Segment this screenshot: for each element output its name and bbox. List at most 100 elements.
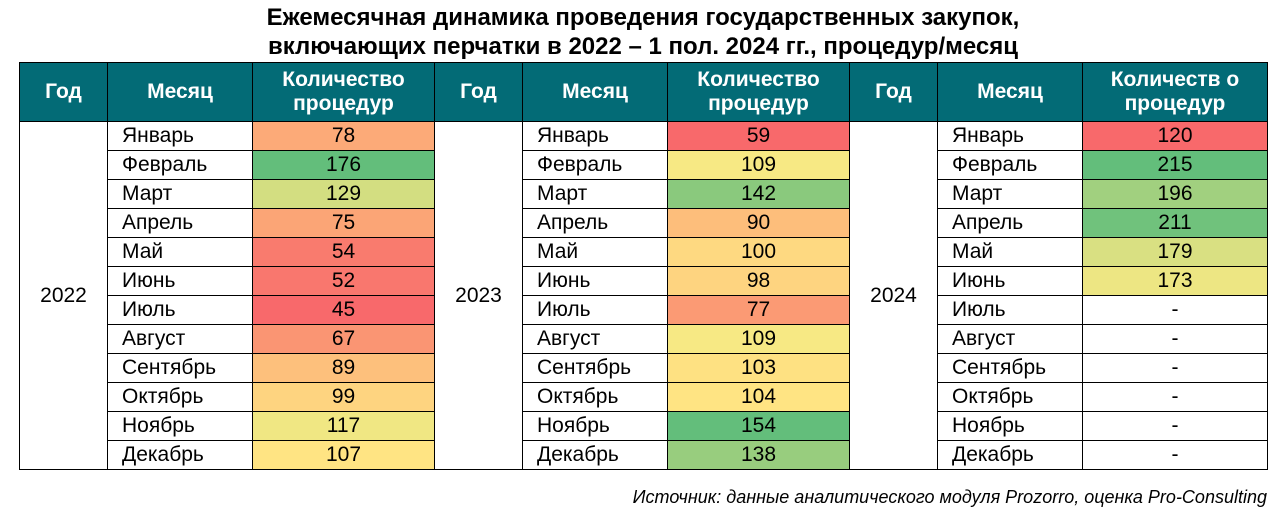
month-cell: Август <box>522 324 668 354</box>
value-cell-2023: 138 <box>667 440 850 470</box>
value-cell-2024: - <box>1082 411 1268 441</box>
value-cell-2022: 45 <box>252 295 435 325</box>
value-cell-2023: 90 <box>667 208 850 238</box>
value-cell-2022: 89 <box>252 353 435 383</box>
month-cell: Апрель <box>522 208 668 238</box>
year-cell-2022: 2022 <box>19 121 108 470</box>
value-cell-2022: 117 <box>252 411 435 441</box>
value-cell-2022: 54 <box>252 237 435 267</box>
month-cell: Январь <box>522 121 668 151</box>
value-cell-2023: 109 <box>667 150 850 180</box>
header-count-2024: Количеств о процедур <box>1082 62 1268 122</box>
table-row: Апрель 75 Апрель 90 Апрель 211 <box>20 208 1268 238</box>
value-cell-2023: 154 <box>667 411 850 441</box>
value-cell-2024: 120 <box>1082 121 1268 151</box>
value-cell-2022: 67 <box>252 324 435 354</box>
month-cell: Март <box>522 179 668 209</box>
month-cell: Июнь <box>107 266 253 296</box>
value-cell-2022: 78 <box>252 121 435 151</box>
header-month-2024: Месяц <box>937 62 1083 122</box>
header-row: Год Месяц Количество процедур Год Месяц … <box>19 62 1268 122</box>
table-row: Октябрь 99 Октябрь 104 Октябрь - <box>20 382 1268 412</box>
month-cell: Январь <box>107 121 253 151</box>
header-year-2024: Год <box>849 62 938 122</box>
value-cell-2024: 215 <box>1082 150 1268 180</box>
table-row: Июнь 52 Июнь 98 Июнь 173 <box>20 266 1268 296</box>
value-cell-2022: 107 <box>252 440 435 470</box>
month-cell: Февраль <box>937 150 1083 180</box>
table-row: Ноябрь 117 Ноябрь 154 Ноябрь - <box>20 411 1268 441</box>
month-cell: Декабрь <box>107 440 253 470</box>
table-row: Август 67 Август 109 Август - <box>20 324 1268 354</box>
value-cell-2022: 75 <box>252 208 435 238</box>
table-row: 2022 Январь 78 2023 Январь 59 2024 Январь 120 <box>19 121 1268 470</box>
value-cell-2023: 77 <box>667 295 850 325</box>
header-month-2023: Месяц <box>522 62 668 122</box>
table-row: Декабрь 107 Декабрь 138 Декабрь - <box>20 440 1268 470</box>
value-cell-2024: - <box>1082 353 1268 383</box>
year-cell-2023: 2023 <box>434 121 523 470</box>
month-cell: Июнь <box>937 266 1083 296</box>
header-year-2023: Год <box>434 62 523 122</box>
month-cell: Декабрь <box>522 440 668 470</box>
value-cell-2024: - <box>1082 440 1268 470</box>
month-cell: Сентябрь <box>107 353 253 383</box>
header-count-2022: Количество процедур <box>252 62 435 122</box>
source-note: Источник: данные аналитического модуля P… <box>632 487 1267 507</box>
value-cell-2024: - <box>1082 382 1268 412</box>
value-cell-2024: 179 <box>1082 237 1268 267</box>
month-cell: Март <box>937 179 1083 209</box>
month-cell: Июнь <box>522 266 668 296</box>
month-cell: Январь <box>937 121 1083 151</box>
month-cell: Апрель <box>107 208 253 238</box>
procurement-table: Год Месяц Количество процедур Год Месяц … <box>19 62 1268 470</box>
table-row: Март 129 Март 142 Март 196 <box>20 179 1268 209</box>
month-cell: Апрель <box>937 208 1083 238</box>
table-row: Февраль 176 Февраль 109 Февраль 215 <box>20 150 1268 180</box>
month-cell: Июль <box>937 295 1083 325</box>
chart-title-line-1: Ежемесячная динамика проведения государс… <box>266 4 1020 31</box>
year-cell-2024: 2024 <box>849 121 938 470</box>
month-cell: Ноябрь <box>522 411 668 441</box>
value-cell-2023: 98 <box>667 266 850 296</box>
value-cell-2023: 100 <box>667 237 850 267</box>
month-cell: Май <box>107 237 253 267</box>
value-cell-2024: - <box>1082 295 1268 325</box>
month-cell: Февраль <box>107 150 253 180</box>
header-year-2022: Год <box>19 62 108 122</box>
month-cell: Март <box>107 179 253 209</box>
value-cell-2024: 211 <box>1082 208 1268 238</box>
value-cell-2023: 104 <box>667 382 850 412</box>
month-cell: Май <box>522 237 668 267</box>
table-body: 2022 Январь 78 2023 Январь 59 2024 Январь 120 Фев… <box>19 121 1268 470</box>
chart-title-line-2: включающих перчатки в 2022 – 1 пол. 2024… <box>267 33 1019 60</box>
value-cell-2024: 173 <box>1082 266 1268 296</box>
chart-title: Ежемесячная динамика проведения государс… <box>0 3 1286 61</box>
value-cell-2024: 196 <box>1082 179 1268 209</box>
table-row: Сентябрь 89 Сентябрь 103 Сентябрь - <box>20 353 1268 383</box>
month-cell: Август <box>937 324 1083 354</box>
value-cell-2022: 99 <box>252 382 435 412</box>
month-cell: Декабрь <box>937 440 1083 470</box>
month-cell: Ноябрь <box>937 411 1083 441</box>
month-cell: Август <box>107 324 253 354</box>
header-count-2023: Количество процедур <box>667 62 850 122</box>
value-cell-2022: 129 <box>252 179 435 209</box>
month-cell: Февраль <box>522 150 668 180</box>
month-cell: Ноябрь <box>107 411 253 441</box>
month-cell: Октябрь <box>107 382 253 412</box>
value-cell-2022: 176 <box>252 150 435 180</box>
value-cell-2023: 59 <box>667 121 850 151</box>
month-cell: Сентябрь <box>522 353 668 383</box>
table-row: Июль 45 Июль 77 Июль - <box>20 295 1268 325</box>
month-cell: Май <box>937 237 1083 267</box>
value-cell-2022: 52 <box>252 266 435 296</box>
value-cell-2023: 109 <box>667 324 850 354</box>
value-cell-2024: - <box>1082 324 1268 354</box>
month-cell: Июль <box>107 295 253 325</box>
month-cell: Октябрь <box>522 382 668 412</box>
table-row: Май 54 Май 100 Май 179 <box>20 237 1268 267</box>
month-cell: Сентябрь <box>937 353 1083 383</box>
month-cell: Июль <box>522 295 668 325</box>
header-month-2022: Месяц <box>107 62 253 122</box>
